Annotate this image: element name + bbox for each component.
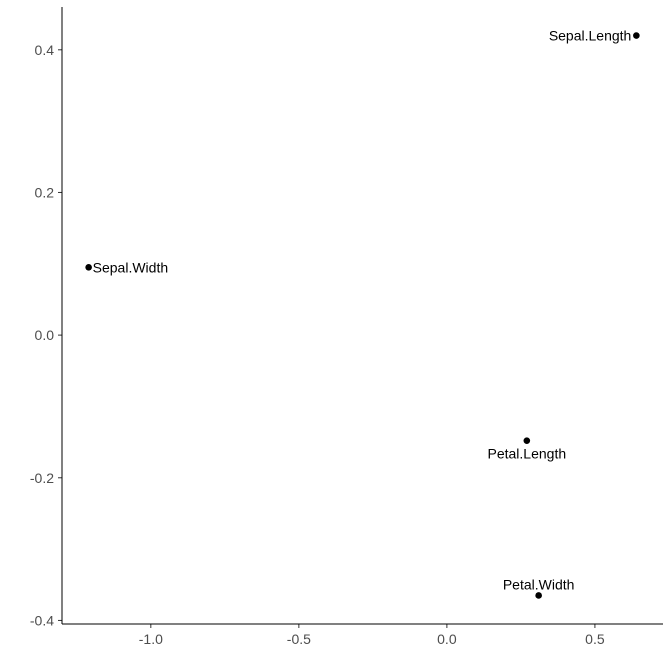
y-tick-label: -0.2 bbox=[30, 470, 54, 486]
data-point bbox=[85, 264, 92, 271]
data-point bbox=[633, 32, 640, 39]
y-tick-label: 0.4 bbox=[35, 42, 55, 58]
x-tick-label: 0.5 bbox=[585, 631, 605, 647]
data-point bbox=[535, 592, 542, 599]
data-point-label: Petal.Length bbox=[488, 446, 567, 462]
data-points: Sepal.Length Sepal.Width Petal.Length Petal… bbox=[85, 28, 640, 599]
y-tick-label: 0.2 bbox=[35, 184, 55, 200]
y-tick-label: -0.4 bbox=[30, 612, 54, 628]
x-tick-label: -1.0 bbox=[139, 631, 163, 647]
data-point-label: Sepal.Width bbox=[93, 259, 168, 275]
x-tick-label: 0.0 bbox=[437, 631, 457, 647]
data-point bbox=[523, 437, 531, 444]
x-axis-ticks: -1.0 -0.5 0.0 0.5 bbox=[139, 624, 605, 647]
y-tick-label: 0.0 bbox=[35, 327, 55, 343]
data-point-label: Sepal.Length bbox=[549, 28, 632, 44]
x-tick-label: -0.5 bbox=[287, 631, 311, 647]
y-axis-ticks: 0.4 0.2 0.0 -0.2 -0.4 bbox=[30, 42, 62, 628]
data-point-label: Petal.Width bbox=[503, 576, 575, 592]
